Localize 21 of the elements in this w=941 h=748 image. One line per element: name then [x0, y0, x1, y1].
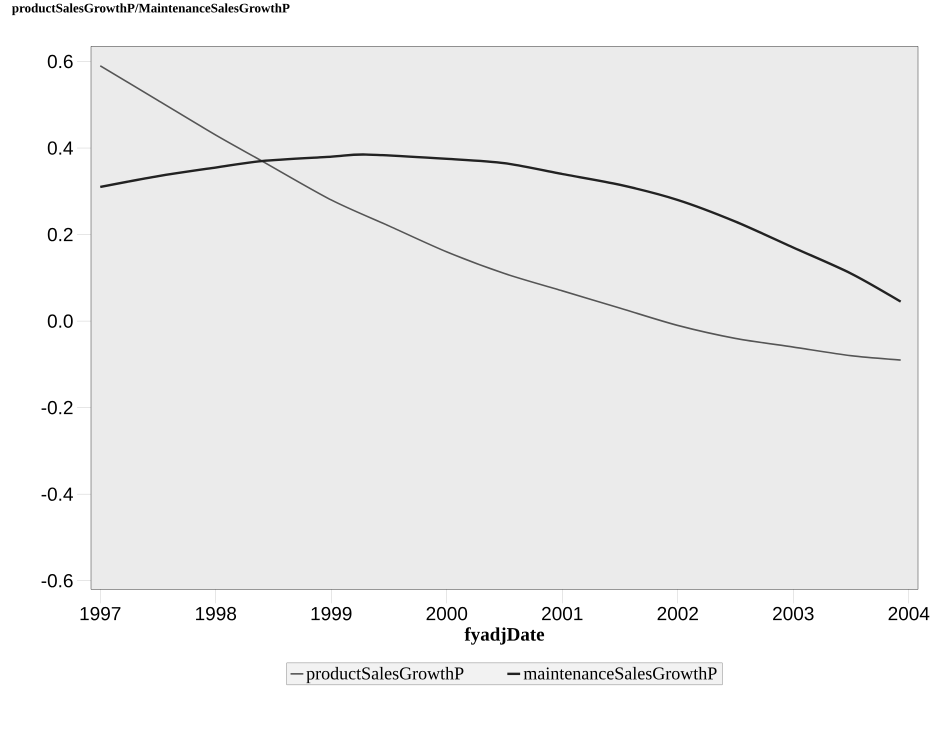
legend-label: productSalesGrowthP — [306, 666, 464, 684]
chart-title: productSalesGrowthP/MaintenanceSalesGrowthP — [12, 3, 290, 15]
y-tick-label: 0.4 — [48, 141, 73, 155]
x-tick-label: 1999 — [312, 606, 352, 620]
x-tick-label: 2002 — [658, 606, 698, 620]
y-tick-label: 0.0 — [48, 314, 73, 328]
y-tick-label: -0.6 — [42, 574, 73, 588]
legend-label: maintenanceSalesGrowthP — [524, 666, 717, 680]
x-tick-label: 2001 — [542, 606, 582, 620]
y-tick-label: 0.2 — [48, 228, 73, 242]
line-series — [99, 64, 902, 361]
x-tick-label: 1997 — [80, 606, 120, 620]
x-tick-label: 2000 — [426, 606, 468, 620]
line-series — [99, 153, 902, 303]
x-axis-title: fyadjDate — [464, 627, 544, 645]
x-tick-label: 1998 — [196, 606, 236, 620]
x-tick-label: 2004 — [888, 606, 930, 620]
y-tick-label: -0.4 — [42, 487, 73, 501]
x-tick-label: 2003 — [773, 606, 814, 620]
y-tick-label: -0.2 — [42, 400, 73, 414]
y-tick-label: 0.6 — [48, 54, 73, 68]
